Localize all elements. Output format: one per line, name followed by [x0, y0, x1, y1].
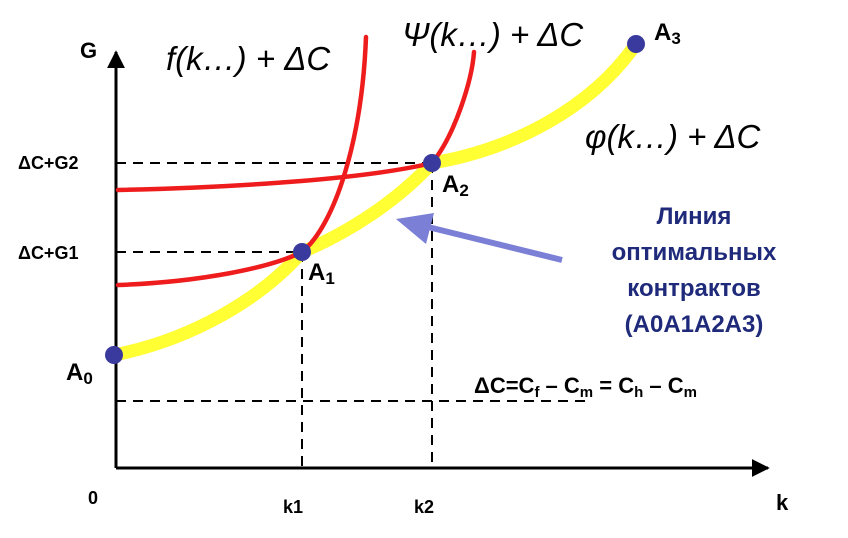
annotation-line-2: оптимальных — [612, 239, 777, 266]
point-a0-label: A0 — [66, 359, 93, 388]
point-a3-label: A3 — [654, 19, 681, 48]
point-a2-label: A2 — [442, 171, 469, 200]
origin-label: 0 — [88, 488, 98, 508]
annotation-arrow-head — [396, 213, 434, 244]
psi-curve-label: Ψ(k…) + ΔC — [402, 16, 584, 53]
annotation-line-3: контрактов — [627, 275, 760, 302]
point-a3 — [627, 35, 645, 53]
y-tick-g2: ΔC+G2 — [18, 153, 78, 173]
point-a2 — [423, 154, 441, 172]
annotation-line-4: (A0A1A2A3) — [625, 311, 764, 338]
annotation-arrow-shaft — [427, 224, 563, 263]
point-a1 — [293, 243, 311, 261]
optimal-contracts-line — [107, 37, 643, 362]
y-tick-g1: ΔC+G1 — [18, 243, 78, 263]
y-axis-label: G — [80, 38, 97, 63]
point-a0 — [105, 346, 123, 364]
annotation-line-1: Линия — [657, 203, 732, 230]
psi-curve — [115, 49, 477, 193]
x-axis-label: k — [776, 490, 789, 515]
f-curve-label: f(k…) + ΔC — [166, 40, 331, 77]
phi-curve-label: φ(k…) + ΔC — [585, 118, 762, 155]
x-tick-k1: k1 — [283, 497, 303, 517]
point-a1-label: A1 — [308, 259, 335, 288]
delta-c-formula: ΔC=Cf – Cm = Ch – Cm — [474, 373, 697, 401]
x-tick-k2: k2 — [414, 497, 434, 517]
